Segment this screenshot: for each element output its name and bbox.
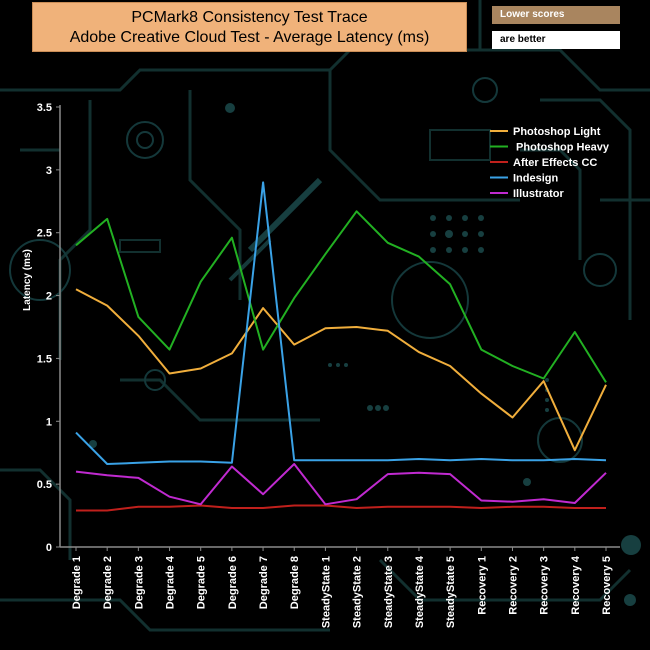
x-tick-label: Recovery 5	[601, 556, 613, 615]
y-tick-label: 3.5	[37, 102, 52, 114]
chart-title-line-2: Adobe Creative Cloud Test - Average Late…	[69, 29, 430, 46]
y-tick-label: 0	[46, 542, 52, 554]
y-tick-label: 0.5	[37, 479, 52, 491]
legend-label: Photoshop Heavy	[513, 142, 610, 154]
x-tick-label: SteadyState 4	[414, 555, 426, 628]
x-tick-label: SteadyState 3	[383, 556, 395, 628]
x-tick-label: Degrade 7	[258, 556, 270, 609]
x-tick-label: Degrade 8	[289, 556, 301, 609]
x-tick-label: Recovery 4	[570, 555, 582, 615]
legend-label: Illustrator	[513, 188, 564, 200]
series-line-4	[75, 463, 607, 506]
y-tick-label: 1.5	[37, 353, 52, 365]
x-tick-label: Recovery 3	[539, 556, 551, 615]
chart-title-box: PCMark8 Consistency Test Trace Adobe Cre…	[32, 2, 467, 52]
legend: Photoshop Light Photoshop Heavy After Eff…	[490, 126, 610, 200]
note-are-better: are better	[492, 31, 620, 49]
series-line-1	[75, 210, 607, 383]
chart-title-line-1: PCMark8 Consistency Test Trace	[131, 9, 368, 26]
legend-label: After Effects CC	[513, 157, 597, 169]
y-tick-label: 1	[46, 416, 52, 428]
y-axis-label: Latency (ms)	[22, 249, 33, 311]
note-lower-scores: Lower scores	[492, 6, 620, 24]
x-tick-label: Degrade 4	[165, 555, 177, 609]
x-tick-label: Degrade 6	[227, 556, 239, 609]
x-tick-label: Degrade 2	[102, 556, 114, 609]
x-tick-label: Degrade 3	[133, 556, 145, 609]
legend-label: Photoshop Light	[513, 126, 601, 138]
y-tick-label: 2	[46, 291, 52, 303]
x-tick-label: SteadyState 5	[445, 556, 457, 628]
x-tick-label: Recovery 2	[507, 556, 519, 615]
y-tick-label: 3	[46, 165, 52, 177]
series-line-2	[76, 504, 606, 512]
series-line-3	[75, 181, 607, 465]
y-tick-label: 2.5	[37, 228, 52, 240]
series-line-0	[75, 288, 607, 452]
x-tick-label: Degrade 5	[196, 556, 208, 609]
x-tick-label: Recovery 1	[476, 556, 488, 615]
legend-label: Indesign	[513, 173, 559, 185]
x-tick-label: SteadyState 1	[320, 556, 332, 628]
x-tick-label: Degrade 1	[71, 556, 83, 609]
x-tick-label: SteadyState 2	[352, 556, 364, 628]
